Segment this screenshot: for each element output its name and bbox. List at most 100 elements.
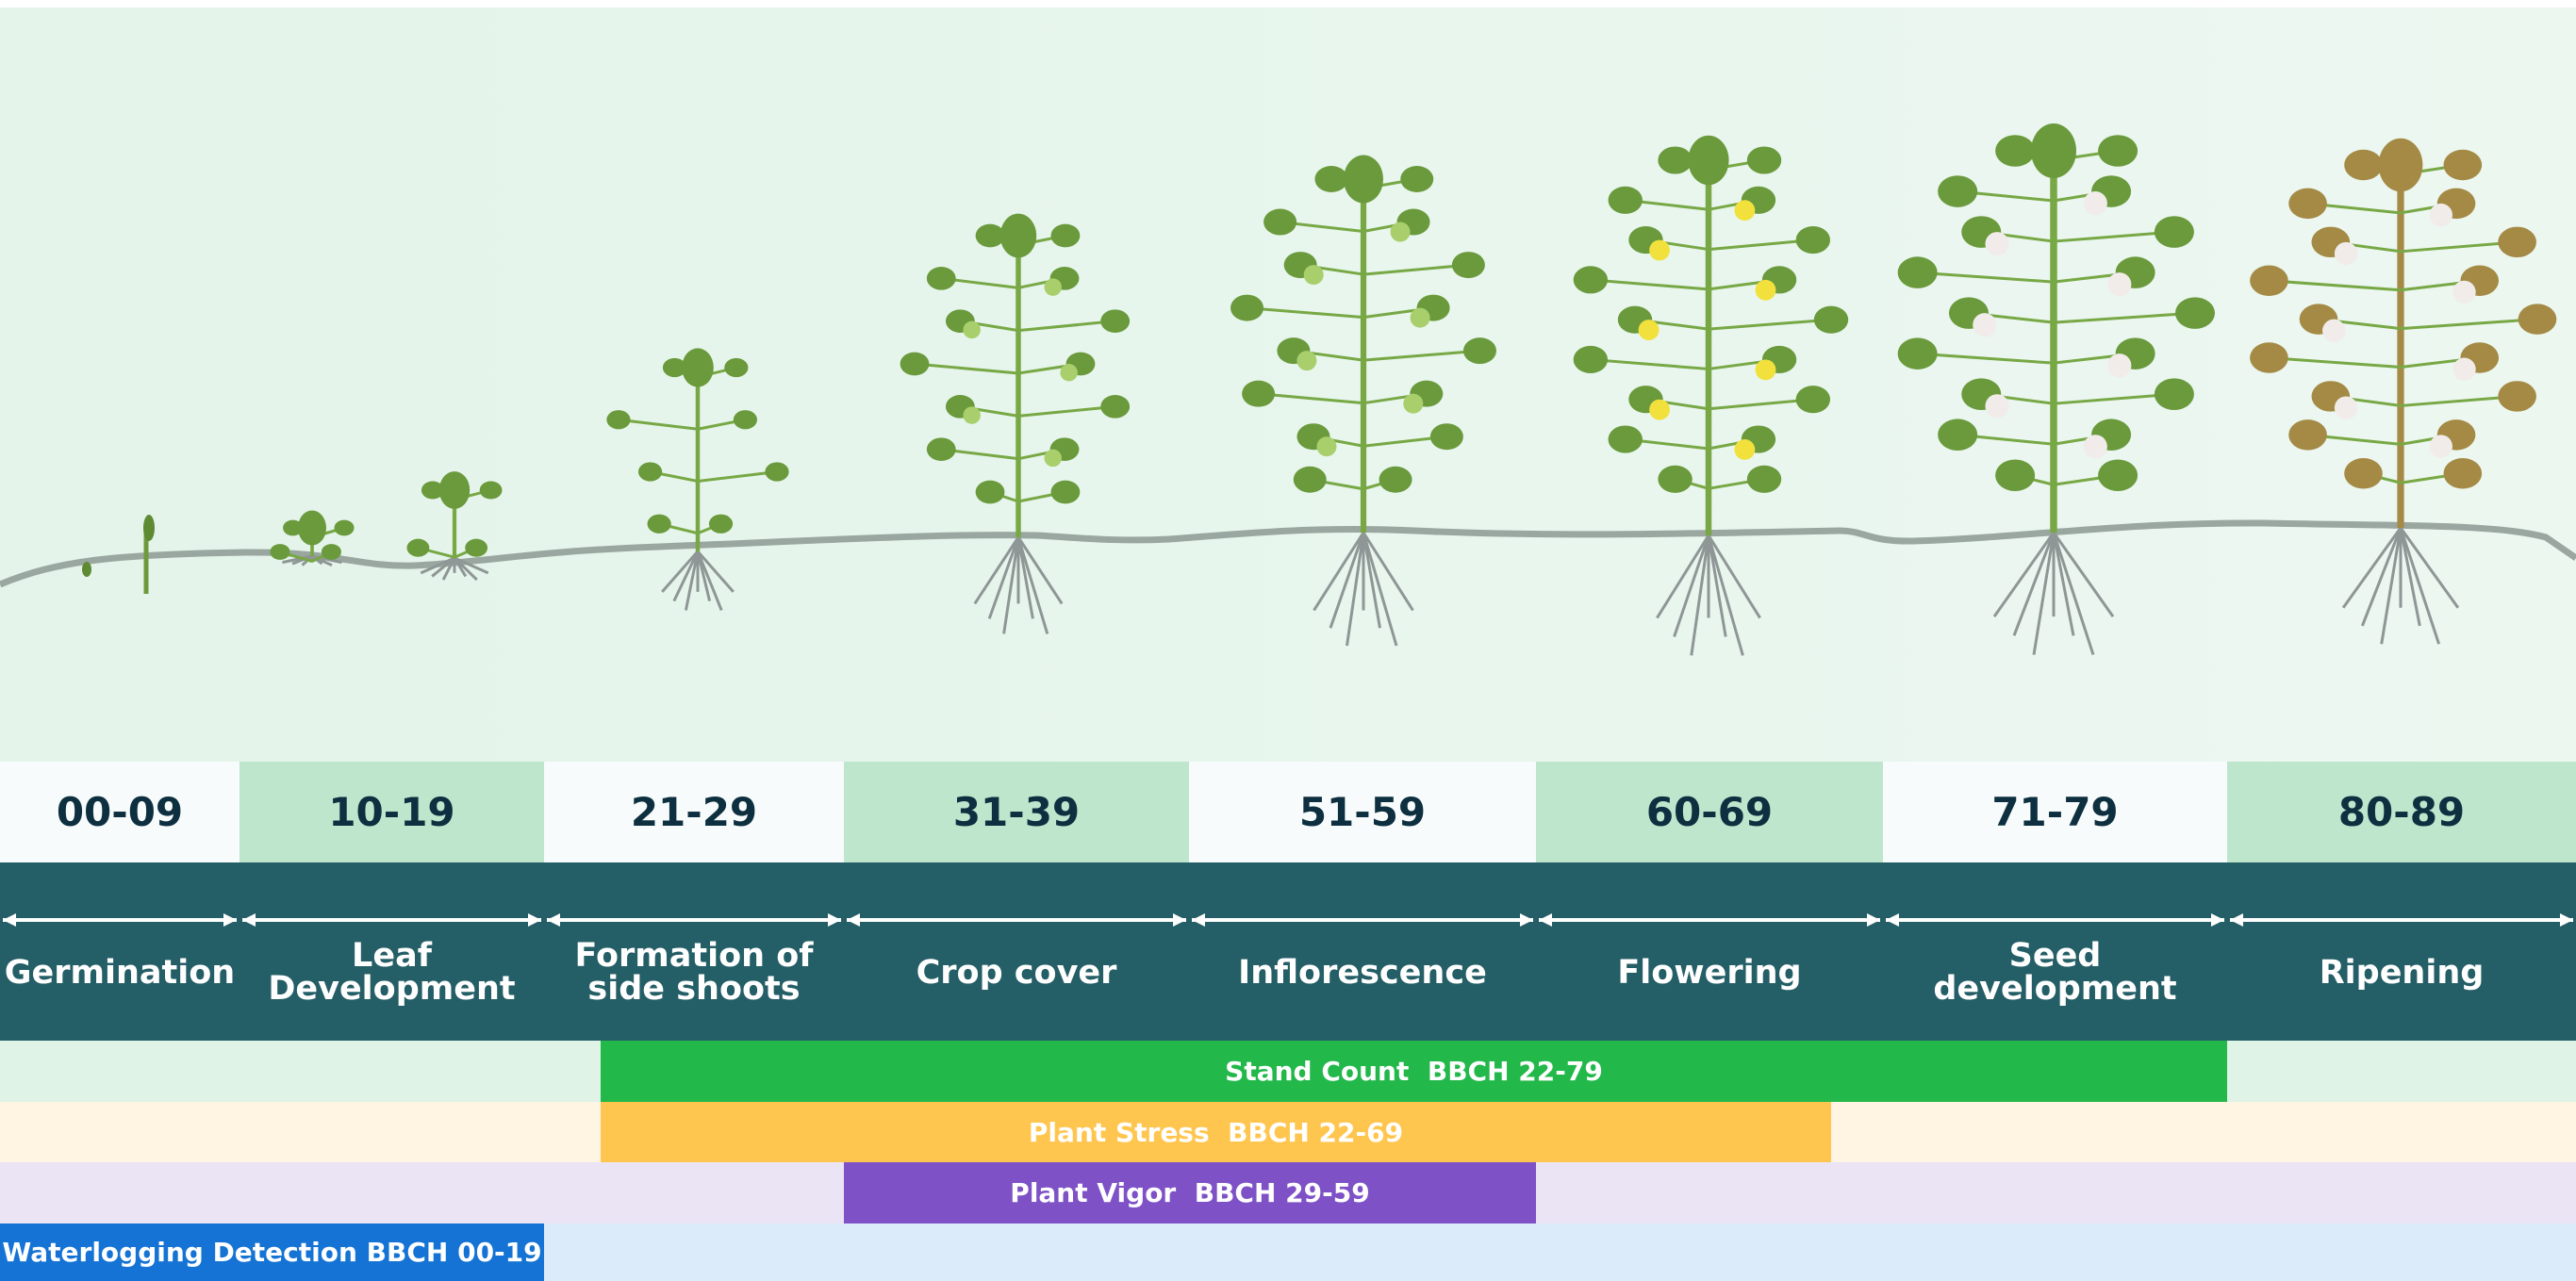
leaf — [765, 462, 788, 481]
leaf — [1658, 146, 1692, 173]
leaf — [1796, 226, 1830, 254]
bud — [1060, 364, 1077, 381]
stage-name: Leaf Development — [239, 933, 544, 1012]
leaf — [1609, 425, 1643, 452]
leaf — [1100, 395, 1130, 419]
leaf — [439, 471, 470, 509]
leaf — [1430, 423, 1463, 450]
leaf — [270, 544, 289, 560]
bar: Plant Stress BBCH 22-69 — [601, 1102, 1831, 1162]
bar: Waterlogging Detection BBCH 00-19 — [0, 1224, 544, 1281]
leaf — [1995, 135, 2035, 167]
sprout — [82, 562, 91, 577]
leaf — [1051, 481, 1081, 504]
leaf — [1452, 252, 1485, 278]
bud — [1411, 308, 1430, 328]
bud — [1304, 265, 1324, 285]
leaf — [1898, 337, 1938, 370]
sprout — [143, 515, 155, 541]
leaf — [1995, 459, 2035, 491]
leaf — [2498, 227, 2536, 257]
leaf — [1294, 467, 1327, 493]
leaf — [2344, 150, 2383, 180]
page: { "stages": [ {"code": "00-09", "name": … — [0, 0, 2576, 1281]
leaf — [1658, 466, 1692, 493]
leaf — [2518, 304, 2557, 334]
leaf — [927, 437, 956, 461]
leaf — [1938, 419, 1977, 451]
leaf — [1230, 295, 1263, 321]
leaf — [734, 410, 757, 429]
stage-code: 10-19 — [239, 762, 544, 862]
leaf — [2379, 139, 2423, 192]
leaf — [724, 358, 748, 377]
leaf — [1344, 156, 1383, 204]
bar: Stand Count BBCH 22-79 — [601, 1041, 2227, 1102]
bud — [963, 321, 980, 338]
bar: Plant Vigor BBCH 29-59 — [844, 1162, 1536, 1224]
bud — [1044, 450, 1061, 467]
flower — [1649, 400, 1670, 420]
boll — [2452, 281, 2475, 304]
stage-code: 60-69 — [1536, 762, 1883, 862]
flower — [1649, 240, 1670, 261]
bud — [1296, 351, 1316, 370]
bud — [1403, 394, 1423, 414]
leaf — [709, 515, 733, 534]
leaf — [2098, 135, 2138, 167]
leaf — [2498, 381, 2536, 411]
flower — [1756, 280, 1776, 301]
stage-code: 51-59 — [1189, 762, 1536, 862]
boll — [1985, 394, 2008, 418]
boll — [1973, 313, 1996, 337]
leaf — [1100, 309, 1130, 333]
leaf — [2344, 458, 2383, 488]
leaf — [1242, 381, 1275, 407]
leaf — [1263, 209, 1296, 236]
stage-code: 31-39 — [844, 762, 1189, 862]
boll — [2107, 272, 2131, 296]
stage-code: 21-29 — [544, 762, 844, 862]
stage-name: Germination — [0, 933, 239, 1012]
leaf — [606, 410, 630, 429]
bud — [1044, 278, 1061, 295]
leaf — [648, 515, 671, 534]
boll — [2107, 353, 2131, 377]
stage-name: Ripening — [2227, 933, 2576, 1012]
leaf — [1609, 187, 1643, 214]
leaf — [407, 539, 430, 557]
leaf — [1574, 346, 1608, 373]
leaf — [1314, 166, 1347, 192]
bud — [1316, 436, 1336, 456]
stage-name: Formation of side shoots — [544, 933, 844, 1012]
leaf — [2250, 265, 2288, 295]
leaf — [2155, 216, 2194, 248]
leaf — [1000, 214, 1036, 258]
leaf — [322, 544, 341, 560]
boll — [1985, 232, 2008, 255]
leaf — [1796, 386, 1830, 413]
stage-name: Seed development — [1883, 933, 2227, 1012]
leaf — [2098, 459, 2138, 491]
leaf — [2250, 342, 2288, 372]
leaf — [682, 348, 714, 386]
leaf — [2031, 123, 2076, 178]
stage-name: Flowering — [1536, 933, 1883, 1012]
leaf — [1400, 166, 1433, 192]
leaf — [1574, 266, 1608, 293]
stage-name: Inflorescence — [1189, 933, 1536, 1012]
leaf — [2288, 419, 2327, 450]
leaf — [2175, 297, 2215, 329]
leaf — [927, 267, 956, 290]
flower — [1639, 320, 1660, 340]
leaf — [2444, 150, 2483, 180]
bud — [1391, 222, 1411, 242]
leaf — [2288, 189, 2327, 219]
leaf — [900, 353, 930, 376]
boll — [2084, 435, 2107, 458]
boll — [2335, 396, 2357, 419]
leaf — [1898, 256, 1938, 288]
leaf — [480, 481, 503, 499]
leaf — [1463, 337, 1496, 364]
leaf — [465, 539, 487, 557]
